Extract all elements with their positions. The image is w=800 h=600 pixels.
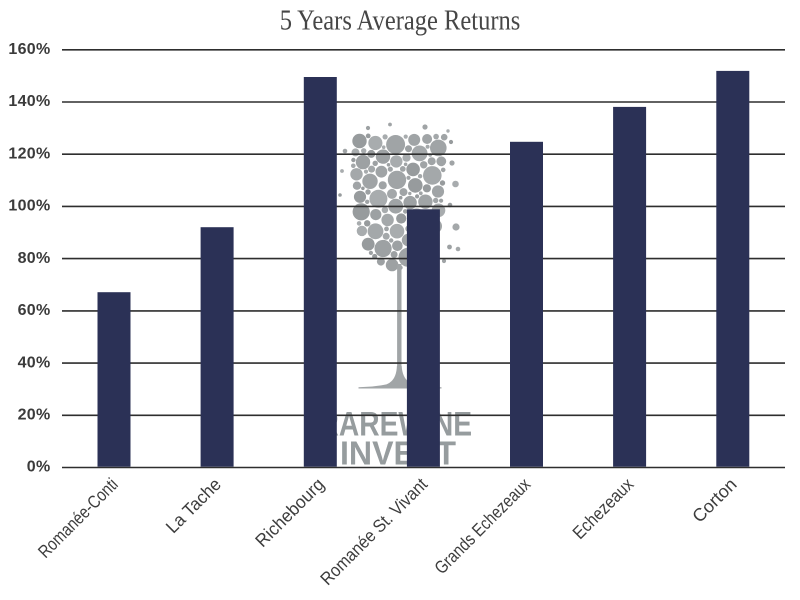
svg-text:120%: 120% — [8, 145, 50, 162]
svg-text:100%: 100% — [8, 198, 50, 215]
svg-text:RAREWINE: RAREWINE — [319, 406, 473, 444]
svg-text:80%: 80% — [18, 250, 51, 267]
svg-text:140%: 140% — [8, 93, 50, 110]
svg-text:40%: 40% — [18, 354, 51, 371]
svg-text:5 Years Average Returns: 5 Years Average Returns — [280, 5, 521, 36]
svg-text:20%: 20% — [18, 407, 51, 424]
svg-text:160%: 160% — [8, 41, 50, 58]
svg-text:60%: 60% — [18, 302, 51, 319]
svg-text:0%: 0% — [27, 459, 51, 476]
